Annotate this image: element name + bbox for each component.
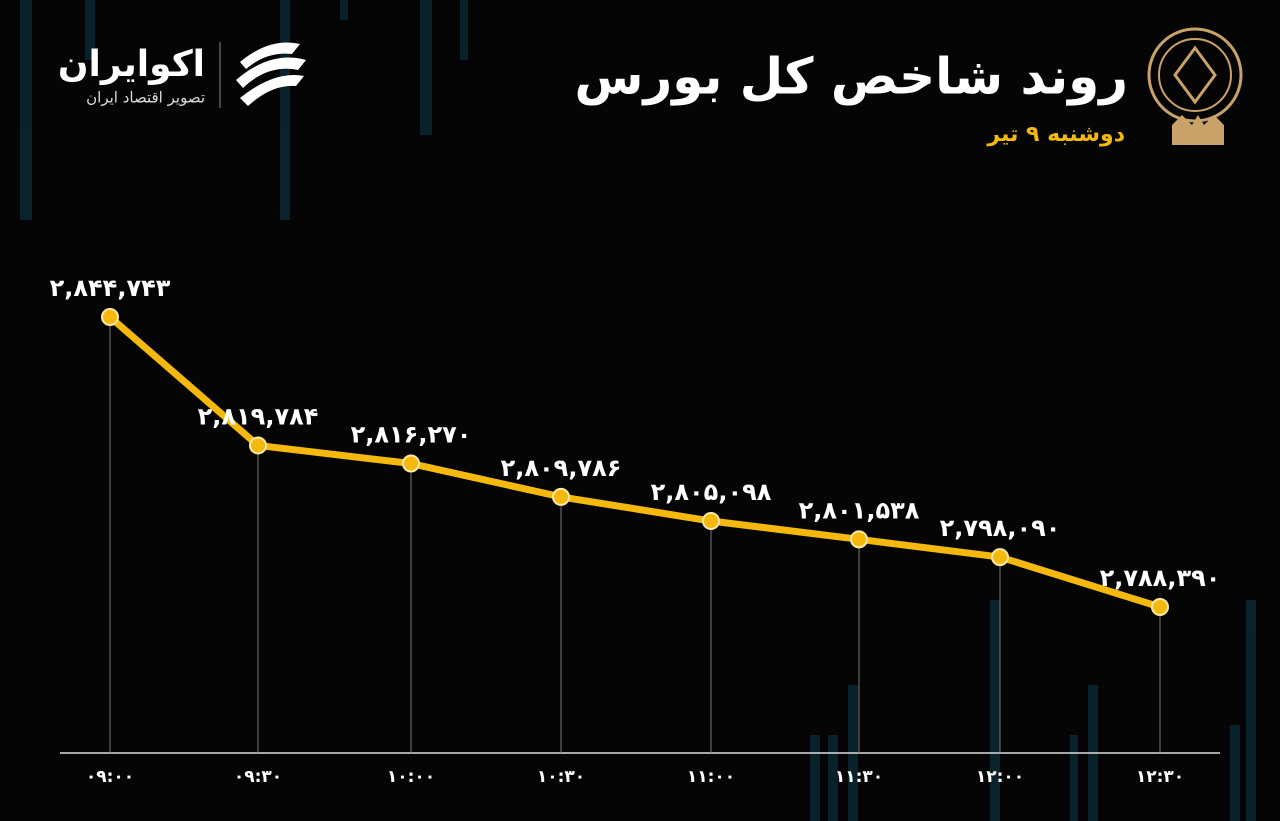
point <box>991 548 1009 567</box>
value-label: ۲,۸۱۶,۲۷۰ <box>351 421 472 449</box>
x-tick-label: ۰۹:۳۰ <box>234 767 282 787</box>
x-tick-label: ۱۱:۰۰ <box>687 767 735 787</box>
x-tick-label: ۱۲:۰۰ <box>976 767 1024 787</box>
value-label: ۲,۷۹۸,۰۹۰ <box>940 514 1061 542</box>
point <box>101 308 119 326</box>
value-label: ۲,۸۰۹,۷۸۶ <box>501 454 622 482</box>
value-label: ۲,۸۱۹,۷۸۴ <box>198 402 319 430</box>
x-tick-label: ۱۰:۳۰ <box>537 767 585 787</box>
chart-subtitle: دوشنبه ۹ تیر <box>986 122 1125 147</box>
value-label: ۲,۸۰۱,۵۳۸ <box>799 496 920 524</box>
line <box>107 314 1162 611</box>
chart-title: روند شاخص کل بورس <box>574 48 1128 107</box>
point <box>249 436 267 455</box>
point <box>1151 598 1169 616</box>
x-tick-label: ۱۰:۰۰ <box>387 767 435 787</box>
point <box>850 530 868 549</box>
point <box>402 454 420 473</box>
exchange-logo <box>1147 27 1243 145</box>
value-label: ۲,۸۴۴,۷۴۳ <box>50 274 171 302</box>
brand-logo <box>236 42 306 106</box>
brand-name: اکوایران <box>58 44 205 85</box>
value-label: ۲,۸۰۵,۰۹۸ <box>651 478 772 506</box>
value-label: ۲,۷۸۸,۳۹۰ <box>1100 564 1221 592</box>
point <box>552 487 570 506</box>
x-tick-label: ۱۲:۳۰ <box>1136 767 1184 787</box>
point <box>702 512 720 531</box>
x-tick-label: ۱۱:۳۰ <box>835 767 883 787</box>
x-tick-label: ۰۹:۰۰ <box>86 767 134 787</box>
brand-tagline: تصویر اقتصاد ایران <box>86 89 205 107</box>
